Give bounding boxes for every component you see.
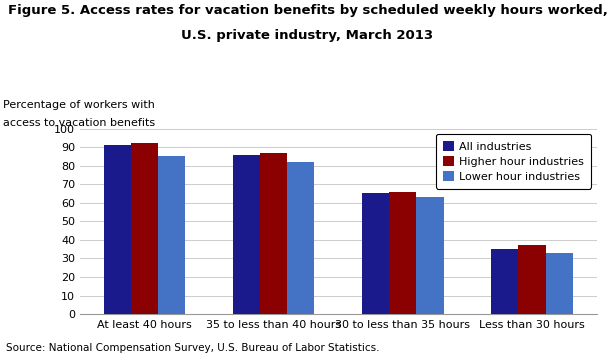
Text: Figure 5. Access rates for vacation benefits by scheduled weekly hours worked,: Figure 5. Access rates for vacation bene…	[7, 4, 608, 16]
Text: U.S. private industry, March 2013: U.S. private industry, March 2013	[181, 29, 434, 41]
Bar	[546, 253, 573, 314]
Bar	[104, 145, 131, 314]
Bar	[518, 246, 546, 314]
Text: Percentage of workers with: Percentage of workers with	[3, 100, 155, 110]
Bar	[233, 155, 260, 314]
Bar	[416, 197, 443, 314]
Bar	[158, 156, 185, 314]
Text: Source: National Compensation Survey, U.S. Bureau of Labor Statistics.: Source: National Compensation Survey, U.…	[6, 343, 379, 353]
Bar	[260, 153, 287, 314]
Legend: All industries, Higher hour industries, Lower hour industries: All industries, Higher hour industries, …	[436, 134, 591, 188]
Bar	[287, 162, 314, 314]
Bar	[389, 192, 416, 314]
Bar	[491, 249, 518, 314]
Bar	[362, 193, 389, 314]
Bar	[131, 144, 158, 314]
Text: access to vacation benefits: access to vacation benefits	[3, 118, 155, 128]
